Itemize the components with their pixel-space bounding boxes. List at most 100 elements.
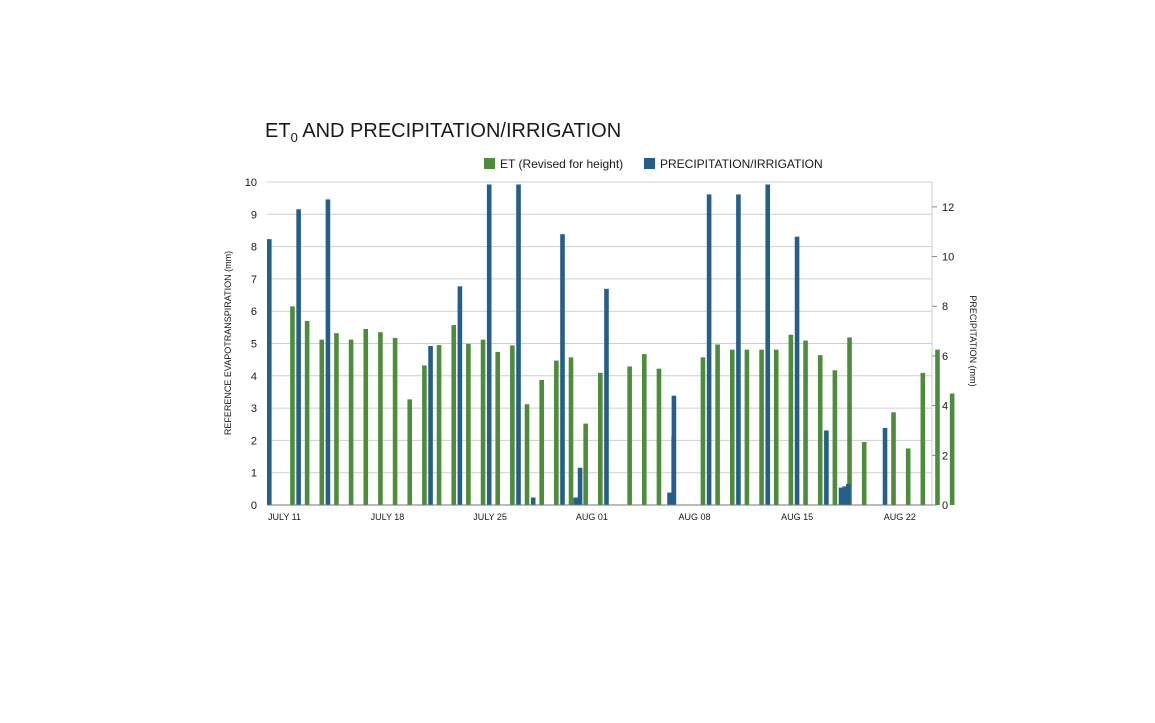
- y-right-tick-label: 2: [942, 450, 948, 462]
- precip-bar: [824, 430, 829, 505]
- et-bar: [554, 360, 559, 505]
- et-bar: [598, 372, 603, 505]
- y-right-tick-label: 4: [942, 401, 948, 413]
- y-left-tick-label: 5: [251, 339, 257, 351]
- legend-et-label: ET (Revised for height): [500, 157, 623, 171]
- et-bar: [466, 343, 471, 505]
- et-bar: [407, 399, 413, 505]
- et-bar: [773, 349, 779, 505]
- et-bar: [656, 368, 662, 505]
- et-bar: [524, 404, 530, 505]
- et-bar: [642, 354, 647, 505]
- x-tick-label: AUG 01: [576, 512, 608, 522]
- precip-bar: [428, 345, 433, 505]
- et-bar: [451, 325, 457, 505]
- x-tick-label: JULY 11: [268, 512, 301, 522]
- x-tick-label: AUG 15: [781, 512, 813, 522]
- et-bar: [729, 349, 735, 505]
- chart-title-main: ET: [265, 120, 291, 142]
- et-bar: [539, 379, 544, 505]
- et-bar: [334, 333, 339, 505]
- et-bar: [788, 334, 794, 505]
- et-bar: [568, 357, 574, 505]
- chart-title-rest: AND PRECIPITATION/IRRIGATION: [298, 120, 621, 142]
- precip-bar: [846, 483, 851, 505]
- y-right-tick-label: 0: [942, 500, 948, 512]
- et-bar: [744, 349, 750, 505]
- chart-title-subscript: 0: [291, 130, 298, 145]
- precip-bar: [794, 236, 800, 505]
- x-ticks: JULY 11 JULY 18 JULY 25 AUG 01 AUG 08 AUG 15 A…: [268, 512, 916, 522]
- precip-bar: [573, 497, 578, 505]
- y-left-tick-label: 3: [251, 403, 257, 415]
- x-tick-label: JULY 18: [371, 512, 405, 522]
- et-bar: [832, 370, 838, 505]
- y-right-tick-label: 12: [942, 202, 954, 214]
- y-left-ticks: 0 1 2 3 4 5 6 7 8 9 10: [245, 177, 257, 512]
- et-bar: [436, 345, 442, 505]
- et-bar: [510, 345, 515, 505]
- et-bar: [847, 337, 852, 505]
- et-bar: [817, 355, 823, 505]
- et-bar: [700, 357, 706, 505]
- et-bar: [935, 349, 940, 505]
- y-left-tick-label: 8: [251, 242, 257, 254]
- et-bar: [861, 442, 867, 505]
- y-left-tick-label: 4: [251, 371, 257, 383]
- precip-bar: [267, 239, 272, 505]
- et-bar: [920, 372, 926, 505]
- chart-title: ET0 AND PRECIPITATION/IRRIGATION: [265, 120, 621, 145]
- y-left-tick-label: 1: [251, 468, 257, 480]
- precip-bar: [671, 395, 677, 505]
- legend-precip-swatch: [644, 158, 655, 169]
- precip-bar: [706, 194, 712, 505]
- et-bar: [422, 365, 427, 505]
- et-bar: [715, 344, 720, 505]
- et-bar: [803, 340, 808, 505]
- precip-bar: [486, 184, 492, 505]
- et-bar: [392, 338, 398, 505]
- x-tick-label: JULY 25: [473, 512, 507, 522]
- et-bar: [583, 423, 588, 505]
- et-bar: [495, 351, 500, 505]
- y-right-ticks: 0 2 4 6 8 10 12: [932, 202, 954, 512]
- y-left-tick-label: 7: [251, 274, 257, 286]
- precip-bar: [882, 427, 888, 505]
- et-bar: [627, 366, 632, 505]
- precip-bar: [560, 234, 565, 505]
- y-left-tick-label: 9: [251, 209, 257, 221]
- et-bar: [480, 339, 486, 505]
- y-right-tick-label: 10: [942, 252, 954, 264]
- y-left-tick-label: 0: [251, 500, 257, 512]
- x-tick-label: AUG 22: [884, 512, 916, 522]
- y-left-axis-label: REFERENCE EVAPOTRANSPIRATION (mm): [223, 251, 233, 435]
- precip-bar: [577, 467, 583, 505]
- precip-bar: [516, 184, 521, 505]
- et-bar: [905, 448, 911, 505]
- x-tick-label: AUG 08: [678, 512, 710, 522]
- precip-bar: [296, 209, 301, 506]
- precip-bar: [842, 486, 848, 505]
- legend-precip-label: PRECIPITATION/IRRIGATION: [660, 157, 823, 171]
- precip-bar: [325, 199, 331, 505]
- et-bar: [378, 332, 383, 505]
- et-bar: [348, 339, 354, 505]
- precip-bar: [530, 497, 536, 505]
- precip-bar: [457, 286, 463, 505]
- legend-et-swatch: [484, 158, 495, 169]
- et-bar: [363, 328, 369, 505]
- precip-bar: [765, 184, 771, 505]
- precip-bar: [604, 288, 609, 505]
- precip-bar: [736, 194, 741, 505]
- et-bar: [949, 393, 955, 505]
- precip-bar: [667, 492, 672, 505]
- y-right-axis-label: PRECIPITATION (mm): [968, 295, 978, 386]
- y-right-tick-label: 8: [942, 301, 948, 313]
- bars: [267, 184, 955, 506]
- y-left-tick-label: 10: [245, 177, 257, 189]
- et-bar: [891, 412, 896, 505]
- et-bar: [319, 339, 325, 505]
- et-bar: [759, 349, 764, 505]
- y-left-tick-label: 6: [251, 306, 257, 318]
- y-right-tick-label: 6: [942, 351, 948, 363]
